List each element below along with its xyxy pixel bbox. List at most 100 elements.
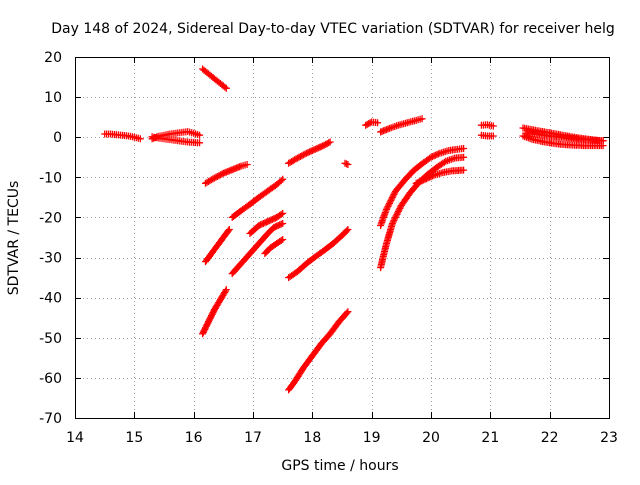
data-point [386,198,394,206]
data-point [325,139,333,147]
series-arc-3 [148,128,204,143]
x-tick-label: 20 [422,430,440,446]
data-point [225,226,233,233]
data-point [202,322,210,330]
data-point [222,286,230,294]
data-point [365,120,373,128]
data-point [362,121,370,129]
data-point [344,308,352,316]
data-point [460,145,468,152]
y-tick-label: -20 [39,210,62,226]
data-point [302,149,310,157]
data-point [343,309,351,317]
ticks-layer: 14 15 16 17 18 19 20 21 22 23 20 10 0 -10 -20 -30 -40 -50… [39,50,618,446]
x-tick-label: 19 [363,430,381,446]
series-arc-12 [285,138,334,167]
data-point [489,122,497,130]
data-point [213,173,221,180]
data-point [433,151,441,159]
data-point [392,212,400,220]
data-point [385,201,393,209]
data-point [388,220,396,227]
data-point [196,131,204,139]
series-arc-25 [522,129,607,145]
data-layer [101,65,607,394]
y-tick-label: 0 [53,130,62,146]
data-point [390,217,398,224]
data-point [196,139,204,147]
data-point [202,324,209,332]
data-point [299,151,307,159]
data-point [391,215,399,223]
data-point [301,150,309,158]
data-point [418,115,426,123]
data-point [210,174,218,182]
series-arc-5 [202,161,251,187]
x-tick-label: 21 [481,430,499,446]
data-point [267,216,275,224]
y-tick-label: -40 [39,291,62,307]
data-point [311,145,319,153]
y-tick-label: -10 [39,170,62,186]
data-point [317,143,325,151]
data-point [415,178,423,186]
data-point [276,221,284,229]
series-arc-21 [477,121,497,130]
data-point [431,151,439,159]
plot-frame [75,57,610,419]
data-point [414,179,422,187]
data-point [383,205,390,213]
data-point [319,142,327,150]
data-point [255,222,263,229]
data-point [429,172,436,180]
data-point [222,287,229,295]
data-point [265,217,273,225]
data-point [205,316,213,324]
series-arc-20 [412,166,468,187]
y-tick-label: -60 [39,371,62,387]
data-point [200,327,208,335]
series-arc-18 [377,153,468,272]
data-point [207,313,215,321]
x-tick-label: 22 [541,430,559,446]
data-point [423,175,430,183]
data-point [394,209,402,217]
data-point [215,172,223,180]
y-tick-label: 10 [44,90,62,106]
data-point [298,152,306,160]
data-point [389,192,397,200]
y-tick-label: -30 [39,251,62,267]
data-point [395,206,403,214]
data-point [390,190,398,198]
data-point [418,177,426,185]
data-point [294,154,301,162]
data-point [264,218,272,225]
data-point [388,195,396,203]
series-arc-1 [101,130,144,143]
data-point [206,315,214,323]
series-arc-17 [377,115,426,136]
series-arc-22 [477,131,497,140]
series-arc-15 [341,159,352,168]
data-point [388,193,396,201]
data-point [201,325,209,333]
x-tick-label: 15 [125,430,143,446]
data-point [394,207,402,215]
data-point [199,330,207,338]
data-point [344,226,352,233]
data-point [259,220,267,227]
data-point [208,310,216,318]
data-point [274,222,282,229]
data-point [277,237,285,244]
series-arc-19 [377,145,468,229]
data-point [136,135,144,143]
data-point [277,210,285,218]
data-point [203,321,211,329]
data-point [427,173,435,181]
data-point [313,145,321,153]
data-point [222,84,230,92]
series-arc-10 [246,209,287,237]
data-point [221,83,229,91]
